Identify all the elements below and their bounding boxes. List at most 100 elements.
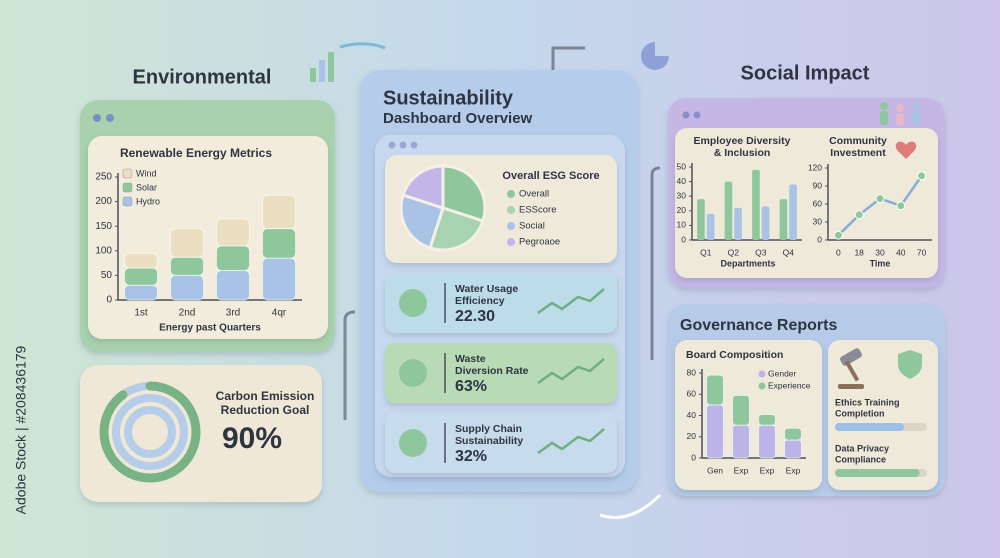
- progress-label: Compliance: [835, 454, 886, 464]
- bar-segment: [261, 228, 297, 259]
- pie-slice: [399, 193, 445, 250]
- bar-segment: [261, 257, 297, 301]
- arrow: [339, 42, 386, 50]
- point: [875, 194, 885, 204]
- metric-value: 63%: [455, 378, 487, 395]
- trend-icon: [537, 358, 605, 385]
- section-title: Environmental: [133, 66, 272, 88]
- y-tick-label: 40: [687, 410, 697, 420]
- x-tick-label: Q2: [728, 247, 740, 257]
- dot: [388, 141, 396, 149]
- dot: [399, 141, 407, 149]
- legend-label: Wind: [136, 168, 157, 178]
- x-tick-label: 30: [875, 247, 885, 257]
- x-tick-label: 70: [917, 247, 927, 257]
- legend-label: Solar: [136, 182, 157, 192]
- trend-icon: [537, 288, 605, 315]
- people-icon: [880, 102, 920, 125]
- bar-segment: [758, 413, 776, 426]
- legend-swatch: [122, 168, 133, 179]
- bar-segment: [123, 284, 159, 301]
- pie-icon: [641, 42, 669, 70]
- legend-dot: [758, 382, 766, 390]
- bar: [706, 213, 715, 240]
- y-tick-label: 80: [687, 367, 697, 377]
- metric-card: [385, 343, 617, 403]
- metric-label: Sustainability: [455, 435, 523, 447]
- y-tick-label: 120: [808, 162, 822, 172]
- chart-title: Employee Diversity: [694, 135, 791, 147]
- metric-label: Water Usage: [455, 283, 518, 295]
- x-tick-label: Q3: [755, 247, 767, 257]
- bar-segment: [169, 228, 205, 258]
- legend-swatch: [122, 182, 133, 193]
- y-tick-label: 20: [687, 431, 697, 441]
- y-tick-label: 30: [813, 216, 823, 226]
- x-axis-label: Energy past Quarters: [159, 323, 261, 334]
- bar-segment: [215, 218, 251, 247]
- legend-label: Social: [519, 221, 545, 232]
- y-tick-label: 50: [101, 270, 113, 281]
- y-tick-label: 0: [691, 452, 696, 462]
- metric-label: Waste: [455, 353, 486, 365]
- legend-dot: [507, 190, 515, 198]
- ring: [112, 394, 188, 470]
- bar: [697, 199, 705, 240]
- heart-icon: [895, 141, 917, 159]
- progress-fill: [835, 469, 920, 477]
- bar-segment: [215, 269, 251, 301]
- x-tick-label: Exp: [786, 465, 801, 475]
- metric-icon: [399, 289, 427, 317]
- gavel-icon: [838, 348, 864, 389]
- metric-card: [385, 273, 617, 333]
- y-tick-label: 10: [677, 220, 687, 230]
- overview-subtitle: Dashboard Overview: [383, 110, 533, 127]
- bar: [752, 169, 760, 240]
- legend-label: Overall: [519, 189, 549, 200]
- progress-label: Completion: [835, 408, 885, 418]
- legend-label: Experience: [768, 380, 811, 390]
- overview-title: Sustainability: [383, 87, 514, 109]
- y-tick-label: 90: [813, 180, 823, 190]
- bar-segment: [261, 194, 297, 230]
- bar-segment: [732, 424, 750, 459]
- x-tick-label: 1st: [134, 308, 148, 319]
- pie-slice: [428, 206, 485, 252]
- dot: [93, 114, 101, 122]
- bar: [724, 181, 733, 240]
- metric-label: Diversion Rate: [455, 365, 529, 377]
- metric-icon: [399, 429, 427, 457]
- bar: [779, 199, 788, 240]
- connector: [343, 310, 356, 420]
- bar: [761, 206, 770, 240]
- metric-label: Efficiency: [455, 295, 505, 307]
- section-title: Governance Reports: [680, 317, 837, 334]
- legend-dot: [758, 370, 766, 378]
- y-tick-label: 100: [95, 245, 112, 256]
- bar-segment: [784, 427, 802, 441]
- y-tick-label: 40: [677, 176, 687, 186]
- point: [917, 171, 927, 181]
- y-tick-label: 20: [677, 205, 687, 215]
- legend-swatch: [122, 196, 133, 207]
- legend-dot: [507, 222, 515, 230]
- legend-label: Gender: [768, 368, 797, 378]
- x-tick-label: 2nd: [179, 308, 196, 319]
- y-tick-label: 60: [813, 198, 823, 208]
- dot: [693, 111, 701, 119]
- shield-icon: [898, 350, 922, 379]
- y-tick-label: 0: [106, 295, 112, 306]
- bar-segment: [123, 252, 159, 269]
- watermark: Adobe Stock | #208436179: [13, 345, 29, 514]
- x-tick-label: 18: [854, 247, 864, 257]
- x-tick-label: Q4: [783, 247, 795, 257]
- y-tick-label: 0: [681, 234, 686, 244]
- y-tick-label: 60: [687, 389, 697, 399]
- trend-icon: [537, 428, 605, 455]
- connector: [650, 166, 661, 360]
- bar-segment: [169, 274, 205, 301]
- metric-value: 32%: [455, 448, 487, 465]
- chart-title: Community: [829, 135, 887, 147]
